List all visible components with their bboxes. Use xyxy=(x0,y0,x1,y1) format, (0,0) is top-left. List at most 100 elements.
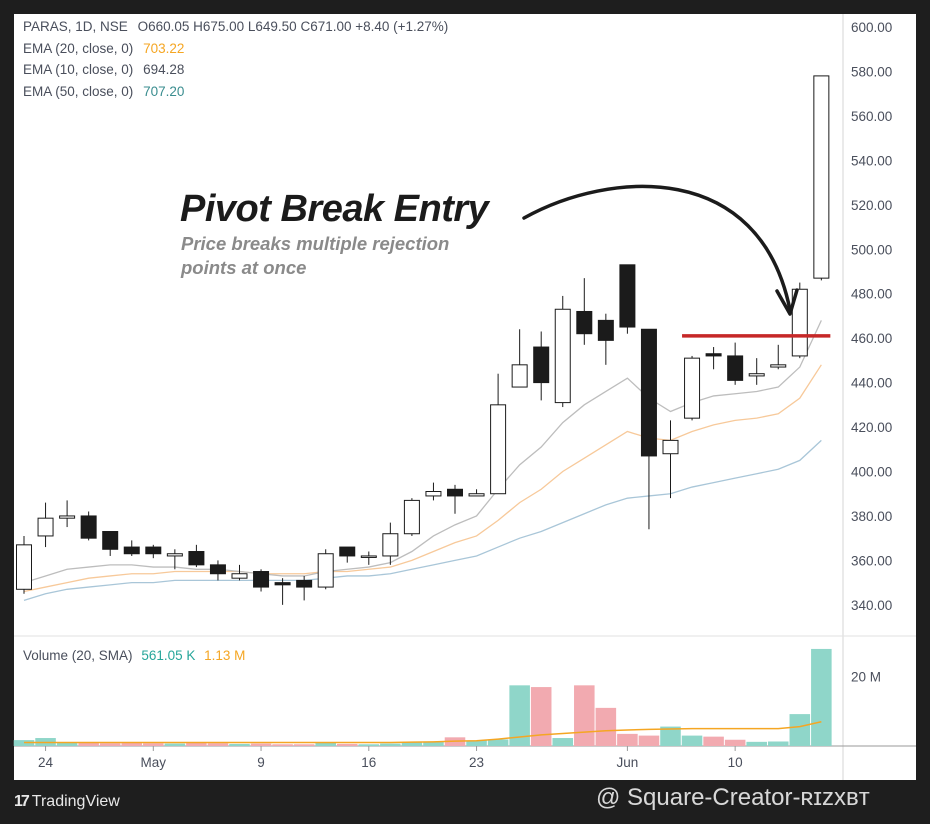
volume-bar xyxy=(552,738,574,746)
bull-candle xyxy=(166,553,183,557)
bear-candle xyxy=(145,546,162,555)
price-tick-label: 500.00 xyxy=(851,242,892,257)
volume-bar xyxy=(487,739,509,746)
volume-bar xyxy=(724,739,746,746)
candles xyxy=(16,75,830,605)
time-tick-label: 10 xyxy=(728,755,743,770)
tradingview-logo-text: TradingView xyxy=(31,793,120,810)
volume-bar xyxy=(56,742,78,746)
bear-candle xyxy=(339,546,356,557)
time-tick-label: Jun xyxy=(617,755,639,770)
bull-candle xyxy=(684,357,701,419)
bull-candle xyxy=(490,404,507,495)
chart-panel-background xyxy=(14,14,916,780)
bull-candle xyxy=(382,533,399,557)
tradingview-logo[interactable]: 17 TradingView xyxy=(14,793,120,811)
legend-ema50[interactable]: EMA (50, close, 0) 707.20 xyxy=(23,81,448,103)
legend-ema10[interactable]: EMA (10, close, 0) 694.28 xyxy=(23,59,448,81)
volume-bar xyxy=(638,735,660,746)
bear-candle xyxy=(705,353,722,357)
ema20-line xyxy=(23,364,822,593)
volume-bar xyxy=(746,741,767,746)
annotation-title: Pivot Break Entry xyxy=(180,188,489,230)
time-tick-label: 9 xyxy=(257,755,265,770)
volume-bar xyxy=(293,744,315,746)
bull-candle xyxy=(748,373,765,377)
annotation-subtitle-line2: points at once xyxy=(181,257,307,278)
symbol-header: PARAS, 1D, NSE O660.05 H675.00 L649.50 C… xyxy=(23,16,448,38)
volume-bar xyxy=(315,742,336,746)
annotation-subtitle-line1: Price breaks multiple rejection xyxy=(181,233,450,254)
bear-candle xyxy=(123,546,140,555)
price-tick-label: 480.00 xyxy=(851,287,892,302)
bull-candle xyxy=(360,555,377,558)
bear-candle xyxy=(209,564,226,575)
time-tick-label: 16 xyxy=(361,755,376,770)
price-tick-label: 420.00 xyxy=(851,420,892,435)
volume-bar xyxy=(509,685,530,746)
volume-bar xyxy=(121,742,143,746)
bull-candle xyxy=(468,493,485,497)
bear-candle xyxy=(533,346,550,384)
legend-ema20[interactable]: EMA (20, close, 0) 703.22 xyxy=(23,38,448,60)
bull-candle xyxy=(813,75,830,279)
volume-bar xyxy=(703,736,724,746)
watermark: @ Square-Creator-ʀɪᴢxʙᴛ xyxy=(596,784,870,811)
volume-bar xyxy=(574,685,595,746)
price-tick-label: 560.00 xyxy=(851,109,892,124)
bear-candle xyxy=(296,579,313,588)
volume-bar xyxy=(358,744,380,746)
price-tick-label: 440.00 xyxy=(851,376,892,391)
volume-bars xyxy=(13,648,832,746)
tradingview-logo-icon: 17 xyxy=(14,793,30,810)
price-tick-label: 540.00 xyxy=(851,153,892,168)
volume-bar xyxy=(143,743,164,746)
bull-candle xyxy=(16,544,32,590)
bear-candle xyxy=(640,328,657,457)
volume-legend-label: Volume (20, SMA) xyxy=(23,648,133,663)
volume-legend[interactable]: Volume (20, SMA) 561.05 K 1.13 M xyxy=(23,648,245,663)
bull-candle xyxy=(317,553,334,588)
legend-ema10-label: EMA (10, close, 0) xyxy=(23,62,134,77)
bull-candle xyxy=(554,308,571,404)
bear-candle xyxy=(188,551,205,566)
bull-candle xyxy=(770,364,787,368)
volume-bar xyxy=(617,733,638,746)
bear-candle xyxy=(447,488,463,497)
volume-bar xyxy=(681,735,703,746)
volume-bar xyxy=(99,743,121,746)
bull-candle xyxy=(37,517,54,537)
volume-bar xyxy=(660,726,681,746)
bear-candle xyxy=(274,582,291,586)
bear-candle xyxy=(727,355,744,381)
volume-bar xyxy=(401,742,423,746)
bull-candle xyxy=(231,573,248,579)
volume-tick-label: 20 M xyxy=(851,670,881,685)
legend-ema50-value: 707.20 xyxy=(143,83,185,99)
price-tick-label: 600.00 xyxy=(851,20,892,35)
bear-candle xyxy=(619,264,636,328)
volume-bar xyxy=(207,743,229,746)
price-tick-label: 460.00 xyxy=(851,331,892,346)
legend-ema50-label: EMA (50, close, 0) xyxy=(23,83,134,99)
curved-arrow xyxy=(522,184,792,312)
volume-bar xyxy=(380,743,401,746)
bear-candle xyxy=(102,531,119,550)
bear-candle xyxy=(253,571,270,588)
volume-bar xyxy=(229,743,250,746)
bull-candle xyxy=(511,364,528,388)
volume-bar xyxy=(530,687,552,746)
volume-bar xyxy=(789,714,811,746)
legend-ema20-value: 703.22 xyxy=(143,40,185,56)
ema50-line xyxy=(23,439,822,602)
volume-bar xyxy=(466,740,487,746)
volume-legend-value2: 1.13 M xyxy=(204,648,246,663)
price-tick-label: 580.00 xyxy=(851,64,892,79)
price-tick-label: 380.00 xyxy=(851,509,892,524)
volume-bar xyxy=(272,744,293,746)
volume-sma-line xyxy=(24,721,822,744)
price-axis: 600.00 580.00 560.00 540.00 520.00 500.00 480.… xyxy=(851,20,892,613)
legend: PARAS, 1D, NSE O660.05 H675.00 L649.50 C… xyxy=(23,16,448,102)
volume-bar xyxy=(78,742,99,746)
